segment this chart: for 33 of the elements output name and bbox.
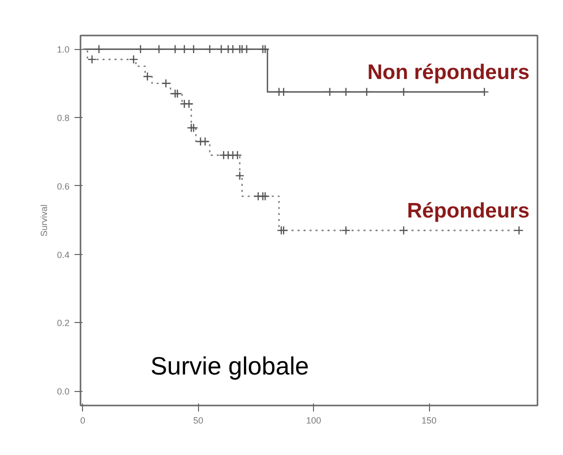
point xyxy=(184,99,194,108)
point xyxy=(341,87,351,97)
point xyxy=(200,136,210,146)
point xyxy=(142,72,152,82)
y-axis-title: Survival xyxy=(38,204,49,237)
point xyxy=(94,44,104,54)
series-label: Répondeurs xyxy=(406,199,530,222)
point xyxy=(154,44,164,54)
x-tick-label: 150 xyxy=(422,416,437,426)
series-label: Non répondeurs xyxy=(367,60,530,84)
point xyxy=(514,226,524,236)
x-tick-label: 50 xyxy=(193,416,204,426)
y-tick-label: 0.6 xyxy=(56,181,70,192)
y-tick-label: 0.2 xyxy=(56,318,70,328)
point xyxy=(136,44,146,54)
point xyxy=(399,226,408,236)
point xyxy=(235,171,244,180)
y-tick-label: 0.0 xyxy=(56,386,70,397)
point xyxy=(341,226,351,236)
point xyxy=(128,54,138,64)
point xyxy=(161,78,170,88)
point xyxy=(232,150,242,160)
annotation: Survie globale xyxy=(150,352,309,380)
y-tick-label: 0.8 xyxy=(56,113,70,124)
point xyxy=(172,89,182,98)
point xyxy=(188,123,198,132)
point xyxy=(87,54,97,64)
x-tick-label: 100 xyxy=(306,416,322,426)
point xyxy=(279,226,288,236)
y-tick-label: 0.4 xyxy=(56,250,70,260)
point xyxy=(480,87,490,97)
x-tick-label: 0 xyxy=(80,416,86,426)
y-tick-label: 1.0 xyxy=(56,44,70,55)
